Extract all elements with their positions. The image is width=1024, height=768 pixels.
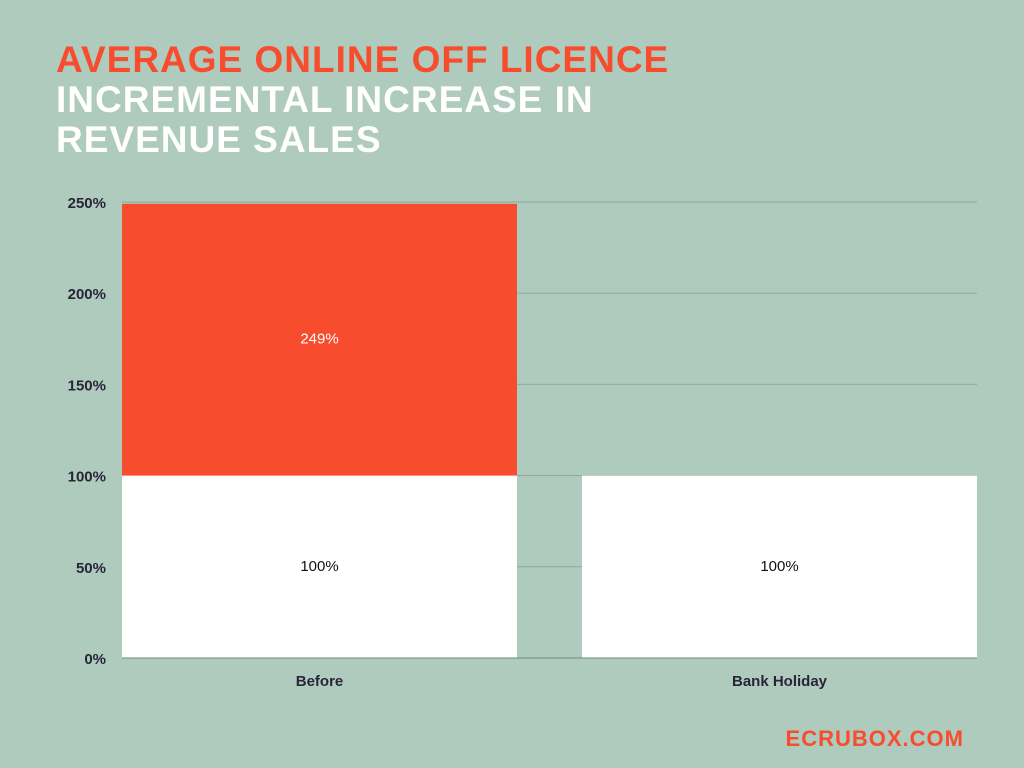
value-label: 100% [760,558,798,575]
value-label: 249% [300,331,338,348]
header: AVERAGE ONLINE OFF LICENCE INCREMENTAL I… [56,40,696,160]
y-tick-label: 100% [68,469,106,486]
chart-title: AVERAGE ONLINE OFF LICENCE [56,39,670,80]
y-tick-label: 200% [68,286,106,303]
y-tick-label: 150% [68,377,106,394]
value-label: 100% [300,558,338,575]
y-tick-label: 250% [68,195,106,212]
bar [582,475,977,658]
y-tick-label: 50% [76,560,106,577]
x-tick-label: Before [296,673,344,690]
x-tick-label: Bank Holiday [732,673,828,690]
bar [122,475,517,658]
credit: ECRUBOX.COM [785,726,964,751]
chart-subtitle: INCREMENTAL INCREASE IN REVENUE SALES [56,79,594,160]
y-tick-label: 0% [84,651,106,668]
